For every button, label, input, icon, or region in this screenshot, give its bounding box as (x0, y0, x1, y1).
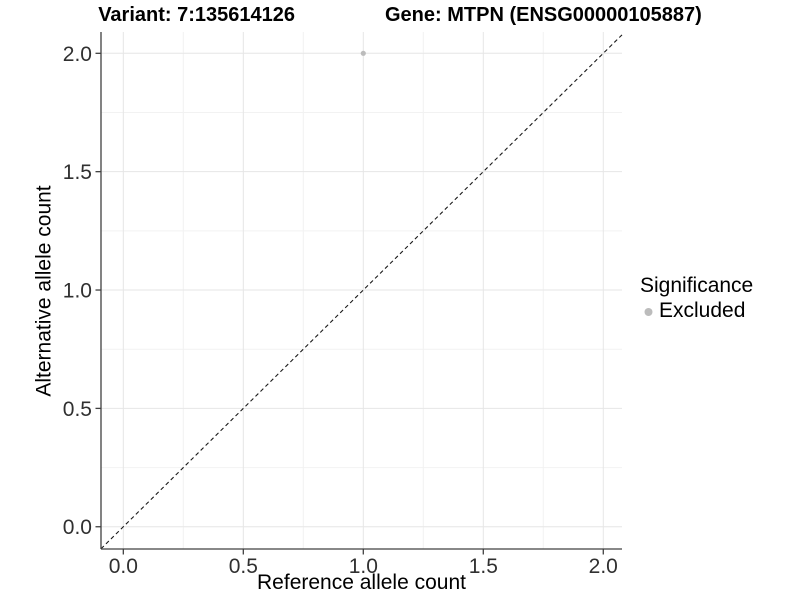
x-tick-label: 0.5 (229, 555, 258, 578)
legend-item-excluded: Excluded (640, 299, 753, 323)
data-point (360, 50, 366, 56)
excluded-dot-icon (644, 307, 653, 316)
legend-key (644, 307, 653, 316)
legend-item-label: Excluded (659, 299, 746, 322)
legend-title: Significance (640, 274, 754, 297)
plot-title-gene: Gene: MTPN (ENSG00000105887) (385, 4, 702, 26)
y-tick-label: 1.0 (63, 280, 92, 303)
y-axis-title-wrap: Alternative allele count (28, 32, 62, 549)
x-tick-label: 0.0 (109, 555, 138, 578)
x-tick-label: 1.5 (469, 555, 498, 578)
identity-line (100, 34, 623, 550)
y-tick-label: 2.0 (63, 43, 92, 66)
y-tick-label: 0.5 (63, 398, 92, 421)
plot-title-variant: Variant: 7:135614126 (98, 4, 295, 26)
x-axis-title: Reference allele count (257, 571, 466, 594)
x-tick-label: 1.0 (349, 555, 378, 578)
legend: Significance Excluded (640, 273, 753, 323)
y-tick-label: 1.5 (63, 161, 92, 184)
plot-title: Variant: 7:135614126 Gene: MTPN (ENSG000… (0, 3, 800, 27)
y-tick-label: 0.0 (63, 516, 92, 539)
y-axis-title: Alternative allele count (33, 184, 57, 397)
x-tick-label: 2.0 (589, 555, 618, 578)
